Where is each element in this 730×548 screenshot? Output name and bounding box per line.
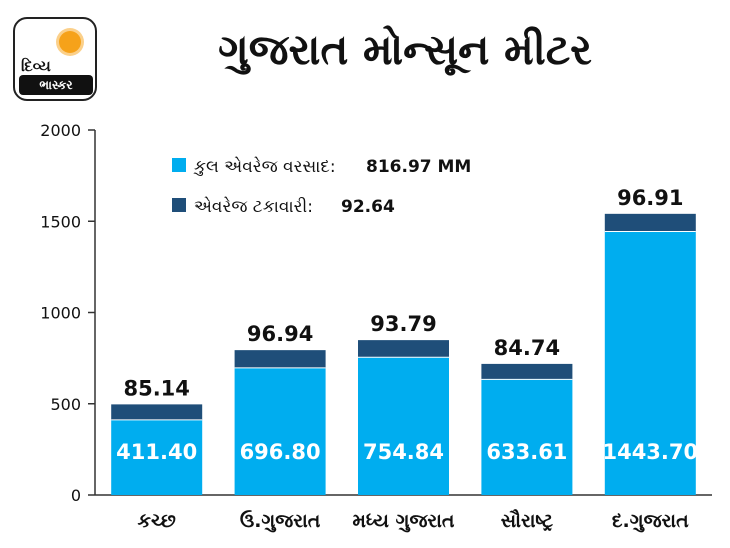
bar-rain — [358, 357, 449, 495]
chart-bars — [111, 213, 696, 495]
x-tick-label: કચ્છ — [138, 510, 177, 532]
legend-value-rain: 816.97 MM — [366, 157, 471, 177]
legend-value-pct: 92.64 — [341, 197, 395, 217]
bar-rain — [604, 231, 696, 495]
data-label-pct: 93.79 — [370, 312, 436, 336]
chart-labels: 411.40 85.14 કચ્છ 696.80 96.94 ઉ.ગુજરાત 754.84… — [116, 186, 698, 532]
bar-pct — [234, 350, 326, 368]
bar-rain — [234, 367, 326, 495]
logo-text-bottom: ભાસ્કર — [19, 75, 93, 95]
data-label-pct: 96.94 — [247, 322, 313, 346]
page-title: ગુજરાત મોન્સૂન મીટર — [218, 25, 592, 74]
y-tick-label: 0 — [71, 486, 81, 505]
data-label-pct: 85.14 — [123, 376, 189, 400]
bar-rain — [481, 379, 573, 495]
data-label-rain: 411.40 — [116, 440, 197, 464]
bar-pct — [604, 213, 696, 232]
bar-rain — [111, 419, 203, 495]
data-label-rain: 696.80 — [240, 440, 321, 464]
legend-swatch-rain — [172, 158, 186, 172]
x-tick-label: સૌરાષ્ટ્ર — [501, 509, 553, 532]
bar-pct — [358, 340, 449, 358]
y-tick-label: 2000 — [40, 121, 81, 140]
y-tick-label: 1500 — [40, 212, 81, 231]
x-tick-label: ઉ.ગુજરાત — [240, 509, 321, 532]
y-tick-label: 500 — [50, 395, 81, 414]
legend-swatch-pct — [172, 198, 186, 212]
chart-legend: કુલ એવરેજ વરસાદ: 816.97 MM એવરેજ ટકાવારી… — [172, 156, 471, 217]
y-tick-label: 1000 — [40, 304, 81, 323]
sun-icon — [59, 31, 81, 53]
data-label-rain: 754.84 — [363, 440, 444, 464]
x-tick-label: મધ્ય ગુજરાત — [352, 510, 454, 532]
data-label-rain: 1443.70 — [602, 440, 698, 464]
legend-label-pct: એવરેજ ટકાવારી: — [194, 196, 313, 217]
logo-text-top: દિવ્ય — [21, 57, 51, 75]
bar-pct — [481, 363, 573, 380]
data-label-pct: 96.91 — [617, 186, 683, 210]
brand-logo: દિવ્ય ભાસ્કર — [13, 17, 97, 101]
data-label-rain: 633.61 — [486, 440, 567, 464]
bar-pct — [111, 404, 203, 420]
legend-label-rain: કુલ એવરેજ વરસાદ: — [193, 156, 336, 177]
data-label-pct: 84.74 — [494, 336, 560, 360]
x-tick-label: દ.ગુજરાત — [612, 510, 689, 532]
